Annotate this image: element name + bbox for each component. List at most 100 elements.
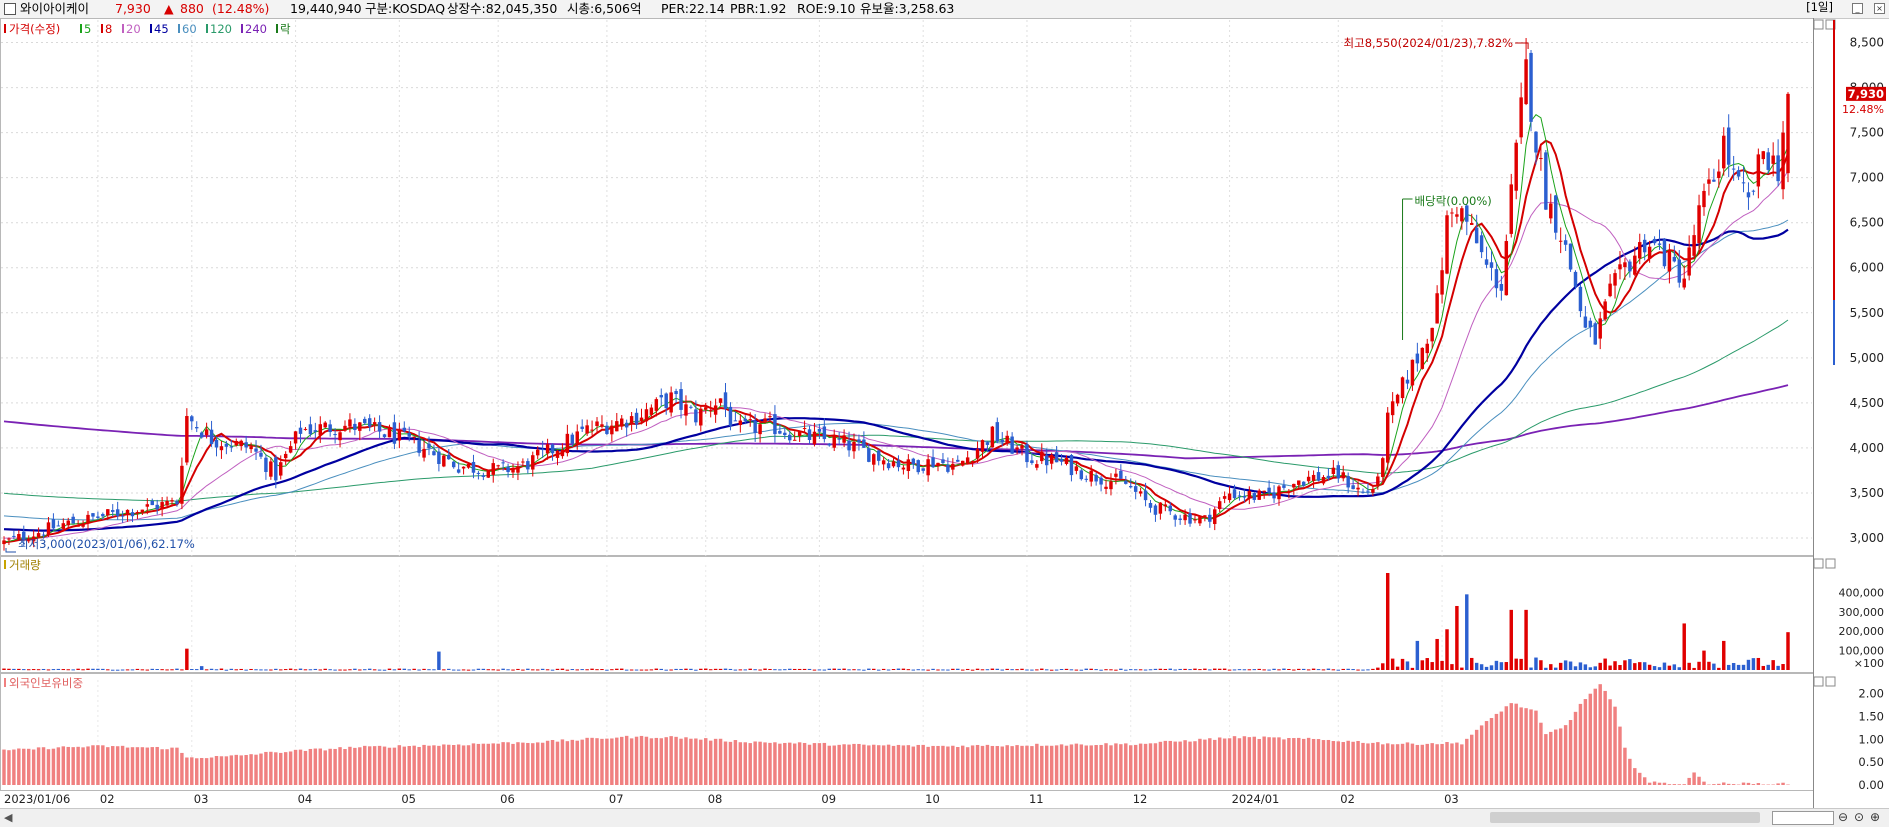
zoom-reset-icon[interactable]: ⊙ [1854,810,1864,824]
foreign-bar [1539,723,1542,785]
foreign-bar [1070,744,1073,785]
foreign-bar [571,740,574,785]
foreign-bar [981,746,984,785]
volume-bars [2,573,1789,671]
candle-body [1549,203,1552,218]
foreign-bar [1015,745,1018,785]
foreign-bar [393,748,396,785]
volume-bar [1188,669,1191,670]
candle-body [1411,360,1414,386]
candle-body [1722,136,1725,169]
volume-bar [719,669,722,670]
volume-bar [279,669,282,670]
foreign-bar [482,744,485,785]
volume-bar [1104,669,1107,670]
candle-body [254,449,257,452]
price-tick-label: 4,500 [1850,396,1884,410]
candle-body [304,429,307,430]
volume-bar [1623,660,1626,670]
scrollbar-thumb[interactable] [1490,812,1760,823]
foreign-bar [1781,783,1784,785]
candle-body [1282,485,1285,488]
volume-bar [828,669,831,670]
candle-body [1154,505,1157,514]
foreign-bar [398,745,401,785]
ma-legend-swatch [206,24,208,33]
volume-bar [1697,662,1700,670]
zoom-slider[interactable] [1772,811,1834,825]
foreign-title: 외국인보유비중 [9,676,83,690]
foreign-bar [630,738,633,785]
candle-body [684,404,687,415]
candle-body [1435,293,1438,323]
volume-bar [1411,668,1414,670]
price-tick-label: 3,500 [1850,486,1884,500]
volume-bar [1598,663,1601,670]
foreign-bar [1159,742,1162,785]
volume-bar [1786,632,1789,670]
foreign-bar [1366,743,1369,785]
foreign-bar [892,746,895,785]
volume-bar [1312,669,1315,670]
horizontal-scrollbar[interactable]: ◀ ⊖ ⊙ ⊕ [0,808,1889,827]
ma-legend-swatch [80,24,82,33]
foreign-bar [126,748,129,785]
volume-bar [1618,665,1621,670]
foreign-bar [2,750,5,785]
zoom-in-icon[interactable]: ⊕ [1870,810,1880,824]
candle-body [753,421,756,433]
volume-bar [1762,666,1765,670]
foreign-bar [215,756,218,785]
volume-bar [437,652,440,670]
volume-bar [887,670,890,671]
foreign-bar [1025,746,1028,785]
volume-bar [244,670,247,671]
candle-body [1737,170,1740,176]
volume-bar [1776,666,1779,670]
foreign-bar [1114,743,1117,785]
candle-body [131,512,134,516]
candle-body [1386,413,1389,463]
candle-body [1648,247,1651,259]
candle-body [660,395,663,397]
scroll-left-icon[interactable]: ◀ [4,811,12,824]
foreign-bar [12,750,15,785]
candle-body [235,441,238,445]
foreign-bar [793,744,796,785]
foreign-bar [353,748,356,785]
foreign-bar [758,742,761,785]
foreign-bar [1673,784,1676,785]
foreign-bar [151,747,154,785]
volume-bar [417,670,420,671]
candle-body [1337,465,1340,478]
candle-body [650,408,653,415]
zoom-out-icon[interactable]: ⊖ [1838,810,1848,824]
candle-body [1776,155,1779,181]
candle-body [294,431,297,443]
foreign-bar [1085,745,1088,785]
candle-body [388,428,391,438]
foreign-bar [1312,739,1315,785]
foreign-bar [808,745,811,785]
candle-body [1742,182,1745,183]
volume-bar [121,670,124,671]
candle-body [1391,401,1394,415]
candle-body [1109,481,1112,489]
foreign-bar [279,753,282,785]
foreign-bar [264,752,267,785]
foreign-tick-label: 1.50 [1858,710,1884,724]
volume-bar [1233,669,1236,670]
volume-bar [1722,641,1725,670]
volume-bar [1381,663,1384,670]
volume-bar [1080,670,1083,671]
candle-body [408,433,411,437]
foreign-bar [289,751,292,785]
candle-body [625,423,628,428]
candle-body [328,424,331,432]
foreign-bar [1233,736,1236,785]
foreign-bar [1702,782,1705,785]
candle-body [1455,214,1458,216]
volume-bar [694,670,697,671]
candle-body [630,416,633,423]
candle-body [1129,486,1132,487]
